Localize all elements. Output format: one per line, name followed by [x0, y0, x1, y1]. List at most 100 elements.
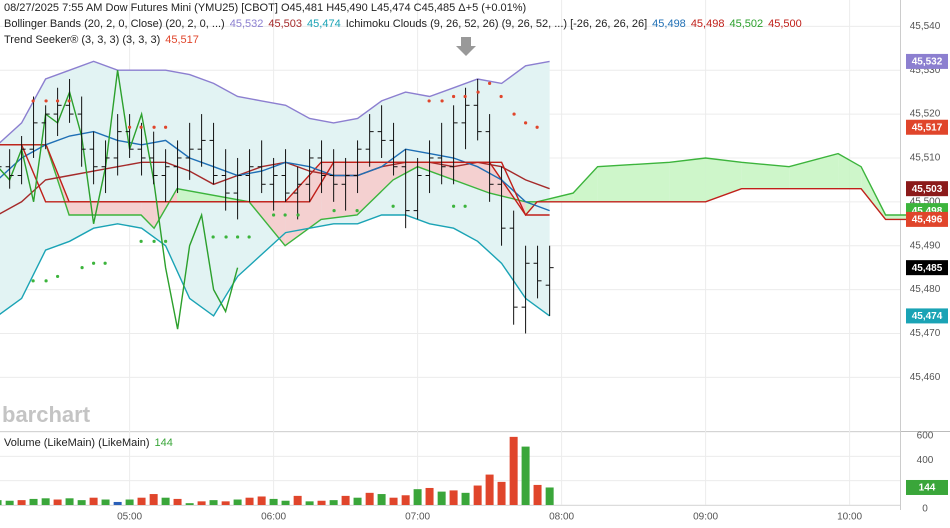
- indicator-line: [0, 60, 550, 144]
- volume-bar: [0, 500, 2, 505]
- price-marker-label: 45,503: [912, 184, 943, 195]
- price-marker: [906, 308, 948, 324]
- indicator-line: [0, 214, 551, 317]
- volume-bar: [185, 503, 194, 505]
- trend-dot: [44, 99, 48, 103]
- legend-item: 45,500: [768, 18, 802, 30]
- trend-dot: [440, 99, 444, 103]
- volume-bar: [425, 487, 434, 505]
- volume-bar: [137, 497, 146, 505]
- y-tick-label: 45,540: [910, 21, 941, 32]
- watermark: barchart: [2, 402, 91, 427]
- trend-dot: [512, 112, 516, 116]
- trend-dot: [476, 90, 480, 94]
- legend-item: 45,503: [268, 18, 302, 30]
- volume-bar: [221, 501, 230, 505]
- volume-bar: [281, 500, 290, 505]
- volume-last: 144: [155, 437, 173, 449]
- price-marker: [906, 260, 948, 276]
- volume-bar: [293, 495, 302, 505]
- y-tick-label: 45,460: [910, 372, 941, 383]
- volume-bar: [17, 500, 26, 505]
- y-tick-label: 45,520: [910, 109, 941, 120]
- cloud-fill: [357, 162, 394, 215]
- volume-bar: [509, 436, 518, 505]
- y-tick-label: 45,500: [910, 196, 941, 207]
- legend-line: Bollinger Bands (20, 2, 0, Close) (20, 2…: [4, 18, 802, 30]
- volume-bar: [149, 494, 158, 505]
- arrow-icon: [456, 37, 476, 56]
- cloud-fill: [705, 157, 742, 202]
- cloud-fill: [789, 153, 839, 189]
- trend-dot: [463, 204, 467, 208]
- volume-bar: [389, 497, 398, 505]
- trend-dot: [139, 239, 143, 243]
- legend-item: 45,498: [691, 18, 725, 30]
- cloud-fill: [741, 162, 790, 189]
- price-marker: [906, 211, 948, 227]
- trend-dot: [332, 209, 336, 213]
- volume-bar: [197, 501, 206, 505]
- legend-item: 45,532: [230, 18, 264, 30]
- trend-dot: [164, 239, 168, 243]
- legend-item: Trend Seeker® (3, 3, 3) (3, 3, 3): [4, 34, 160, 46]
- volume-bar: [125, 499, 134, 505]
- trend-dot: [67, 99, 71, 103]
- volume-bar: [245, 497, 254, 505]
- volume-bar: [413, 489, 422, 505]
- legend-item: Bollinger Bands (20, 2, 0, Close) (20, 2…: [4, 18, 225, 30]
- x-tick-label: 10:00: [837, 512, 862, 523]
- y-tick-label: 45,510: [910, 153, 941, 164]
- y-tick-label: 400: [917, 455, 934, 466]
- trend-dot: [128, 125, 132, 129]
- trend-dot: [92, 261, 96, 265]
- price-marker-label: 45,517: [912, 122, 943, 133]
- volume-bar: [533, 484, 542, 505]
- trend-dot: [56, 274, 60, 279]
- volume-bar: [89, 497, 98, 505]
- cloud-fill: [838, 153, 862, 189]
- indicator-line: [0, 70, 239, 330]
- y-tick-label: 0: [922, 504, 928, 515]
- volume-bar: [377, 494, 386, 505]
- cloud-fill: [141, 201, 155, 229]
- legend-item: 45,502: [729, 18, 763, 30]
- trend-dot: [452, 94, 456, 99]
- volume-bar: [65, 498, 74, 505]
- trend-dot: [463, 94, 467, 99]
- trend-dot: [236, 235, 240, 239]
- legend-item: 45,498: [652, 18, 686, 30]
- trend-dot: [296, 213, 300, 217]
- price-marker: [906, 53, 948, 69]
- cloud-fill: [669, 157, 706, 202]
- volume-bar: [461, 492, 470, 505]
- y-tick-label: 45,490: [910, 240, 941, 251]
- x-tick-label: 07:00: [405, 512, 430, 523]
- trend-dot: [355, 209, 359, 213]
- trend-dot: [31, 279, 35, 283]
- trend-dot: [452, 204, 456, 208]
- volume-bar: [341, 495, 350, 505]
- y-tick-label: 45,530: [910, 65, 941, 76]
- price-marker-label: 45,532: [912, 57, 943, 68]
- volume-bar: [113, 501, 122, 505]
- volume-title: Volume (LikeMain) (LikeMain): [4, 437, 150, 449]
- trend-dot: [499, 94, 503, 99]
- trend-dot: [272, 213, 276, 217]
- volume-bar: [29, 498, 38, 505]
- volume-bar: [521, 446, 530, 505]
- volume-legend: Volume (LikeMain) (LikeMain) 144: [4, 437, 173, 449]
- trend-dot: [283, 213, 287, 217]
- x-tick-label: 09:00: [693, 512, 718, 523]
- volume-bar: [101, 499, 110, 505]
- trend-dot: [164, 125, 168, 129]
- band-fill: [0, 61, 550, 316]
- volume-marker: [906, 479, 948, 495]
- legend-item: Ichimoku Clouds (9, 26, 52, 26) (9, 26, …: [346, 18, 647, 30]
- volume-bar: [317, 500, 326, 505]
- volume-bar: [401, 495, 410, 505]
- volume-bar: [473, 485, 482, 505]
- price-marker-label: 45,496: [912, 215, 943, 226]
- volume-bar: [77, 500, 86, 505]
